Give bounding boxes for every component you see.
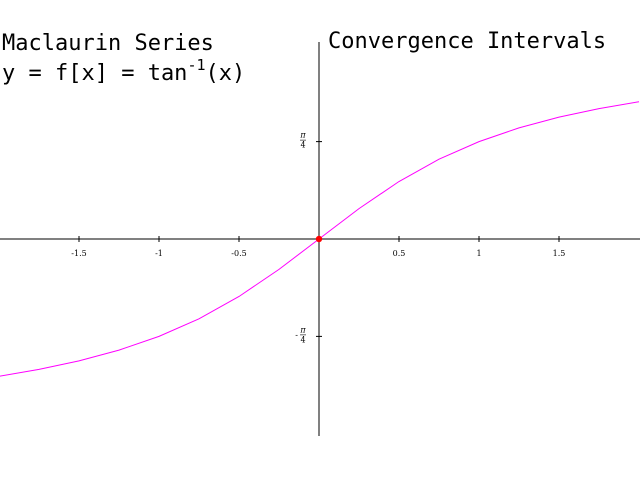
y-tick-label-denominator: 4 bbox=[300, 141, 305, 150]
chart-title-right: Convergence Intervals bbox=[328, 29, 606, 54]
x-tick-label: 0.5 bbox=[393, 249, 406, 258]
origin-marker-point bbox=[315, 235, 323, 243]
y-tick-label-numerator: π bbox=[299, 325, 306, 334]
x-tick-label: 1.5 bbox=[553, 249, 566, 258]
y-tick-label-denominator: 4 bbox=[300, 335, 305, 344]
x-tick-label: -1 bbox=[155, 249, 163, 258]
chart-title-line1: Maclaurin Series bbox=[2, 31, 214, 56]
x-tick-label: -1.5 bbox=[71, 249, 86, 258]
series-layer bbox=[0, 101, 640, 377]
title-formula-prefix: y = f[x] = tan bbox=[2, 61, 187, 86]
title-formula-suffix: (x) bbox=[206, 61, 246, 86]
title-formula-superscript: -1 bbox=[187, 56, 205, 74]
chart-title-line2: y = f[x] = tan-1(x) bbox=[2, 56, 245, 86]
x-axis-ticks: -1.5 -1 -0.5 0.5 1 1.5 bbox=[71, 236, 565, 258]
y-tick-label-numerator: π bbox=[299, 131, 306, 140]
x-tick-label: 1 bbox=[476, 249, 481, 258]
x-tick-label: -0.5 bbox=[231, 249, 246, 258]
y-tick-label-sign: - bbox=[295, 330, 298, 339]
